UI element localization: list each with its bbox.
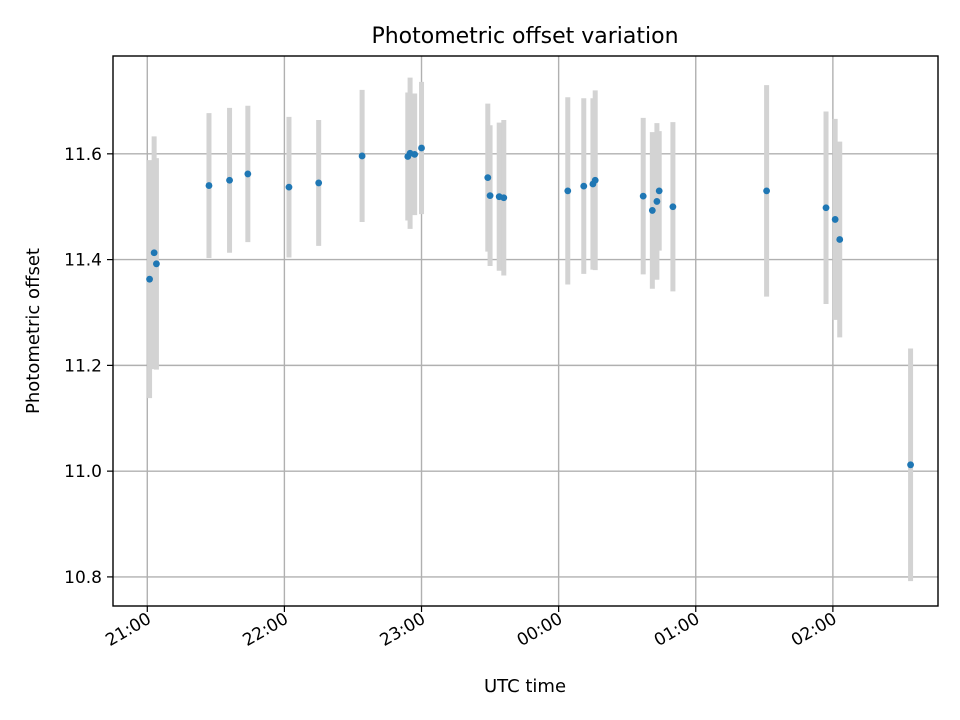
data-point <box>484 174 492 182</box>
y-tick-label: 11.6 <box>64 145 102 165</box>
data-point <box>763 187 771 195</box>
data-point <box>226 176 233 184</box>
data-point <box>669 203 677 211</box>
y-tick-label: 11.4 <box>64 251 102 271</box>
x-axis-label: UTC time <box>484 676 566 697</box>
data-point <box>285 183 293 191</box>
data-point <box>907 461 914 469</box>
data-point <box>150 249 158 257</box>
y-tick-label: 11.0 <box>64 462 102 482</box>
y-tick-label: 11.2 <box>64 356 102 376</box>
data-point <box>205 182 213 189</box>
data-point <box>500 194 508 202</box>
data-point <box>411 150 419 158</box>
point-layer <box>146 144 914 469</box>
data-point <box>836 236 844 243</box>
y-axis-label: Photometric offset <box>23 248 44 414</box>
data-point <box>655 187 663 195</box>
data-point <box>831 216 839 223</box>
data-point <box>564 187 572 195</box>
data-point <box>153 260 160 268</box>
data-point <box>653 198 661 205</box>
plot-frame <box>112 55 939 607</box>
data-point <box>358 152 366 160</box>
data-point <box>418 144 425 152</box>
data-point <box>591 176 599 184</box>
data-point <box>580 182 588 190</box>
data-point <box>639 192 647 200</box>
data-point <box>146 275 153 283</box>
data-point <box>822 204 830 212</box>
y-tick-label: 10.8 <box>64 568 102 588</box>
data-point <box>315 179 323 187</box>
data-point <box>486 192 494 200</box>
data-point <box>244 170 252 178</box>
data-point <box>648 207 656 214</box>
chart-title: Photometric offset variation <box>371 24 678 49</box>
